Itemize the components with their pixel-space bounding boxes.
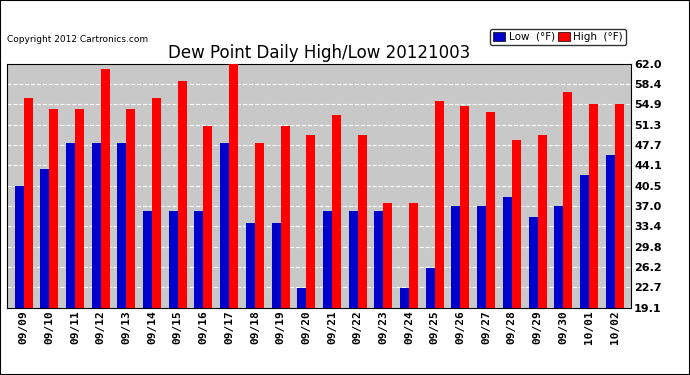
Bar	[49, 109, 58, 375]
Bar	[101, 69, 110, 375]
Bar	[580, 174, 589, 375]
Bar	[606, 154, 615, 375]
Bar	[400, 288, 409, 375]
Bar	[477, 206, 486, 375]
Bar	[348, 211, 357, 375]
Bar	[563, 92, 572, 375]
Bar	[255, 143, 264, 375]
Bar	[409, 203, 418, 375]
Title: Dew Point Daily High/Low 20121003: Dew Point Daily High/Low 20121003	[168, 44, 471, 62]
Bar	[92, 143, 101, 375]
Bar	[503, 197, 512, 375]
Bar	[589, 104, 598, 375]
Bar	[384, 203, 393, 375]
Bar	[375, 211, 384, 375]
Bar	[204, 126, 213, 375]
Legend: Low  (°F), High  (°F): Low (°F), High (°F)	[490, 29, 626, 45]
Bar	[246, 223, 255, 375]
Bar	[195, 211, 204, 375]
Bar	[40, 169, 49, 375]
Bar	[538, 135, 546, 375]
Bar	[357, 135, 366, 375]
Bar	[178, 81, 187, 375]
Bar	[486, 112, 495, 375]
Bar	[23, 98, 32, 375]
Bar	[66, 143, 75, 375]
Bar	[512, 141, 521, 375]
Bar	[117, 143, 126, 375]
Bar	[220, 143, 229, 375]
Bar	[229, 64, 238, 375]
Bar	[435, 100, 444, 375]
Bar	[152, 98, 161, 375]
Bar	[297, 288, 306, 375]
Bar	[126, 109, 135, 375]
Bar	[143, 211, 152, 375]
Bar	[529, 217, 538, 375]
Bar	[460, 106, 469, 375]
Bar	[323, 211, 332, 375]
Bar	[554, 206, 563, 375]
Bar	[426, 268, 435, 375]
Bar	[306, 135, 315, 375]
Text: Copyright 2012 Cartronics.com: Copyright 2012 Cartronics.com	[7, 35, 148, 44]
Bar	[75, 109, 84, 375]
Bar	[281, 126, 290, 375]
Bar	[14, 186, 23, 375]
Bar	[615, 104, 624, 375]
Bar	[272, 223, 281, 375]
Bar	[169, 211, 178, 375]
Bar	[332, 115, 341, 375]
Bar	[451, 206, 460, 375]
